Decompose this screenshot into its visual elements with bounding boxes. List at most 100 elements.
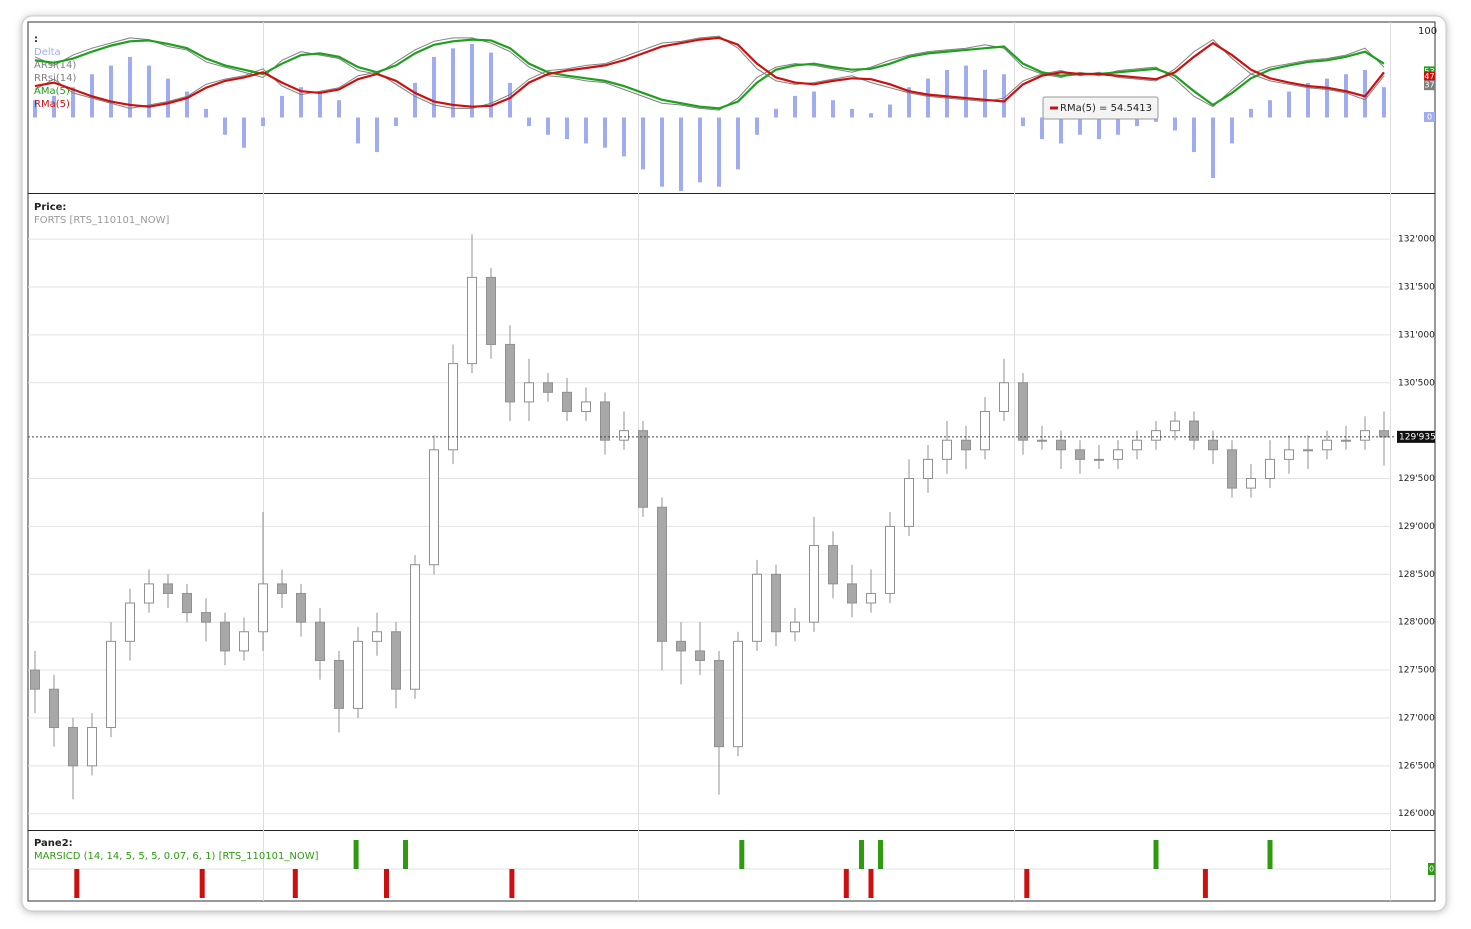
delta-bar — [166, 78, 170, 118]
delta-bar — [945, 69, 949, 118]
candle-body — [87, 727, 97, 767]
candle-body — [296, 592, 306, 623]
delta-bar — [622, 117, 626, 157]
y-tick-box — [1428, 863, 1435, 875]
candle-body — [638, 430, 648, 508]
y-tick-label: 130'500 — [1398, 378, 1435, 388]
y-tick-label: 127'000 — [1398, 713, 1435, 723]
candle-body — [106, 640, 116, 729]
candle-body — [828, 545, 838, 585]
candle-body — [68, 727, 78, 767]
candle-body — [315, 621, 325, 661]
delta-bar — [337, 100, 341, 118]
candle-body — [505, 343, 515, 403]
delta-bar — [1097, 117, 1101, 140]
value-marker-box — [1424, 112, 1435, 122]
delta-bar — [432, 56, 436, 118]
delta-bar — [185, 91, 189, 118]
delta-bar — [1059, 117, 1063, 144]
delta-bar — [527, 117, 531, 127]
candle-body — [1284, 449, 1294, 460]
candle-body — [372, 631, 382, 642]
signal-bar — [353, 840, 359, 869]
delta-bar — [1306, 82, 1310, 118]
candle-body — [182, 592, 192, 614]
candle-body — [961, 439, 971, 451]
candle-body — [1132, 439, 1142, 451]
delta-bar — [831, 100, 835, 118]
candle-body — [334, 659, 344, 709]
delta-bar — [489, 52, 493, 118]
candle-body — [258, 583, 268, 633]
candle-body — [391, 631, 401, 690]
value-marker-box — [1424, 71, 1435, 82]
candle-body — [486, 276, 496, 345]
candle-body — [1056, 439, 1066, 451]
candle-body — [885, 525, 895, 594]
legend-entry: RRsi(14) — [34, 73, 77, 84]
delta-bar — [1021, 117, 1025, 127]
delta-bar — [1382, 87, 1386, 118]
candle-body — [1227, 449, 1237, 489]
signal-bar — [859, 840, 864, 869]
candle-body — [49, 688, 59, 729]
signal-bar — [292, 869, 298, 898]
tooltip-box — [1042, 96, 1159, 120]
candle-body — [1322, 439, 1332, 451]
delta-bar — [546, 117, 550, 135]
candle-body — [163, 583, 173, 594]
y-tick-label: 128'000 — [1398, 618, 1435, 628]
signal-bar — [403, 840, 408, 869]
pane-subtitle: MARSICD (14, 14, 5, 5, 5, 0.07, 6, 1) [R… — [34, 851, 319, 862]
candle-body — [353, 640, 363, 709]
delta-bar — [717, 117, 721, 187]
delta-bar — [1078, 117, 1082, 135]
legend-entry: ARsi(14) — [34, 60, 76, 71]
candle-body — [714, 659, 724, 748]
delta-bar — [1249, 108, 1253, 118]
delta-bar — [983, 69, 987, 118]
pane-title: : — [34, 34, 38, 45]
signal-bar — [199, 869, 205, 898]
delta-bar — [736, 117, 740, 170]
y-tick-label: 131'500 — [1398, 282, 1435, 292]
candle-body — [1379, 430, 1389, 438]
legend-entry: Delta — [34, 47, 61, 58]
signal-bar — [1024, 869, 1030, 898]
candle-body — [1094, 458, 1104, 461]
last-price-label: 129'935 — [1399, 432, 1436, 442]
delta-bar — [356, 117, 360, 144]
delta-bar — [1344, 74, 1348, 118]
candle-body — [30, 669, 40, 690]
delta-bar — [1230, 117, 1234, 144]
candle-body — [619, 430, 629, 441]
candle-body — [1189, 420, 1199, 441]
y-tick-label: 126'500 — [1398, 761, 1435, 771]
candle-body — [239, 631, 249, 652]
delta-bar — [1116, 117, 1120, 135]
candle-body — [771, 573, 781, 633]
candle-body — [1246, 478, 1256, 489]
tooltip-text: RMa(5) = 54.5413 — [1060, 103, 1152, 114]
signal-bar — [1267, 840, 1273, 869]
legend-entry: RMa(5) — [34, 99, 70, 110]
candle-body — [1075, 449, 1085, 460]
candle-body — [1170, 420, 1180, 432]
signal-bar — [739, 840, 745, 869]
delta-bar — [52, 95, 56, 118]
delta-bar — [565, 117, 569, 140]
y-tick-label: 132'000 — [1398, 235, 1435, 245]
delta-bar — [299, 87, 303, 118]
candle-body — [809, 545, 819, 623]
delta-bar — [907, 87, 911, 118]
pane-title: Price: — [34, 202, 66, 213]
signal-bar — [74, 869, 80, 898]
signal-bar — [509, 869, 515, 898]
candle-body — [581, 401, 591, 412]
candle-body — [448, 363, 458, 451]
candle-body — [980, 410, 990, 451]
delta-bar — [888, 104, 892, 118]
delta-bar — [318, 91, 322, 118]
